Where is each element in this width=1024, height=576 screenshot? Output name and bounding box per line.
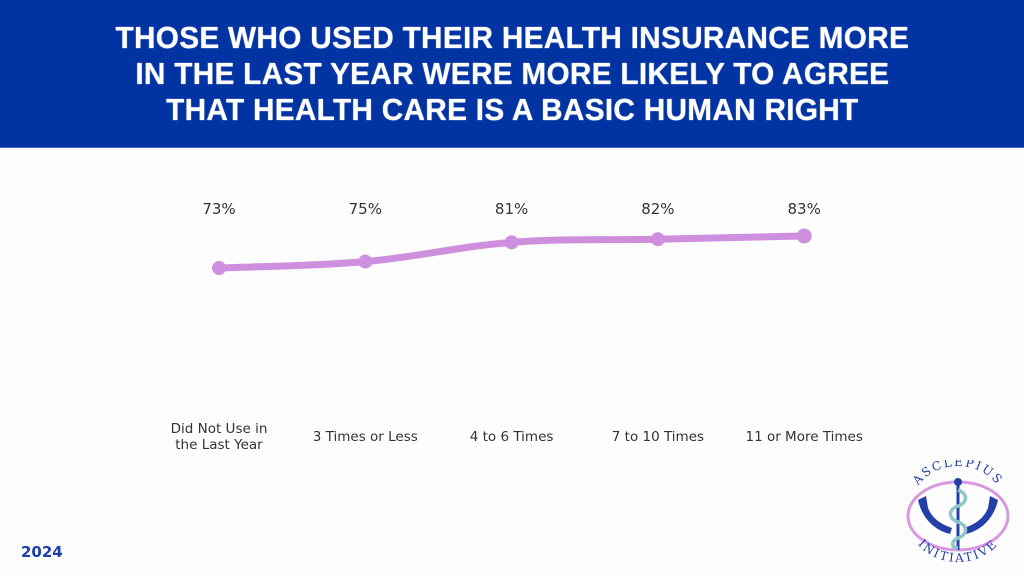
x-tick-label: 7 to 10 Times: [612, 429, 704, 445]
chart-title-line-1: THOSE WHO USED THEIR HEALTH INSURANCE MO…: [115, 19, 909, 55]
data-point: [358, 254, 373, 269]
year-label: 2024: [21, 543, 63, 561]
asclepius-initiative-logo: ASCLEPIUS INITIATIVE: [906, 460, 1010, 565]
x-tick-label: 11 or More Times: [745, 429, 862, 445]
x-tick-label: 4 to 6 Times: [470, 429, 554, 445]
staff-icon: [948, 478, 968, 550]
title-banner: THOSE WHO USED THEIR HEALTH INSURANCE MO…: [0, 0, 1024, 148]
chart-title: THOSE WHO USED THEIR HEALTH INSURANCE MO…: [115, 20, 909, 128]
data-label: 82%: [641, 200, 674, 218]
data-label: 73%: [202, 200, 235, 218]
chart-title-line-3: THAT HEALTH CARE IS A BASIC HUMAN RIGHT: [165, 91, 859, 127]
x-tick-label: 3 Times or Less: [313, 429, 418, 445]
data-point: [796, 228, 812, 244]
data-point: [212, 261, 226, 275]
data-label: 83%: [788, 200, 821, 218]
hands-icon: [918, 496, 998, 534]
data-label: 81%: [495, 200, 528, 218]
data-point: [650, 232, 665, 247]
x-tick-label: Did Not Use in the Last Year: [171, 421, 268, 453]
chart-title-line-2: IN THE LAST YEAR WERE MORE LIKELY TO AGR…: [135, 55, 889, 91]
x-axis-tick-labels: Did Not Use in the Last Year 3 Times or Le…: [171, 421, 863, 453]
data-label: 75%: [349, 200, 382, 218]
data-point: [504, 235, 519, 250]
series-group: [212, 228, 812, 275]
data-labels: 73% 75% 81% 82% 83%: [202, 200, 821, 218]
